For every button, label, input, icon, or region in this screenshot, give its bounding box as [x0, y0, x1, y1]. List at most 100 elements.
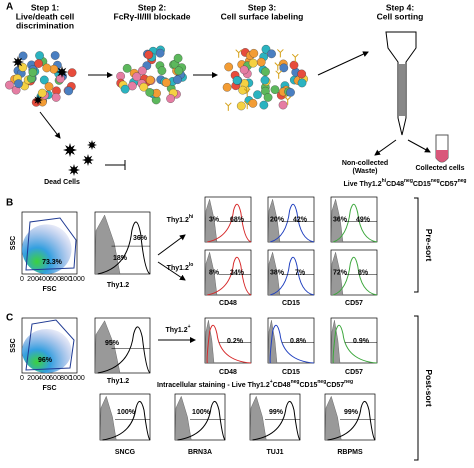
label: 99% — [344, 409, 359, 416]
label: Step 1: — [31, 2, 60, 12]
isotype-histogram — [330, 251, 344, 296]
label: FSC — [43, 385, 57, 392]
label: 400 — [38, 375, 50, 382]
text-part: neg — [458, 178, 467, 184]
cell — [289, 60, 299, 70]
label: 68% — [230, 216, 245, 223]
scatter-cloud — [22, 329, 72, 373]
label: C — [6, 313, 13, 324]
cell — [35, 51, 44, 60]
cell — [261, 67, 270, 77]
cell — [224, 62, 234, 72]
text-part: hi — [189, 214, 194, 220]
plot-frame — [99, 393, 151, 441]
branch-label: Thy1.2hi — [167, 214, 194, 224]
stained-histogram — [252, 400, 301, 441]
stained-histogram — [97, 221, 151, 275]
label: FcRγ-II/III blockade — [114, 11, 191, 21]
label: SNCG — [115, 449, 136, 456]
antibody — [291, 53, 299, 63]
bracket — [414, 197, 419, 293]
arrow — [157, 234, 186, 256]
plot-frame — [330, 196, 378, 243]
label: 400 — [38, 276, 50, 283]
label: Thy1.2 — [107, 282, 129, 289]
cell — [64, 86, 74, 96]
label: 200 — [27, 276, 39, 283]
plot-frame — [330, 249, 378, 296]
label: 49% — [356, 216, 371, 223]
label: TUJ1 — [266, 449, 283, 456]
label: 99% — [269, 409, 284, 416]
text-part: CD15 — [413, 181, 431, 188]
text-part: neg — [431, 178, 440, 184]
isotype-histogram — [94, 320, 121, 374]
arrows — [39, 51, 431, 170]
cell — [260, 75, 270, 85]
plot-frame — [267, 196, 315, 243]
label: Pre-sort — [424, 229, 434, 262]
cell — [127, 81, 137, 91]
plot-frame — [324, 393, 376, 441]
label: Post-sort — [424, 369, 434, 406]
text-part: hi — [382, 178, 387, 184]
cell — [42, 63, 52, 73]
branch-label: Thy1.2lo — [167, 262, 194, 272]
cell — [222, 82, 232, 92]
label: 18% — [113, 255, 128, 262]
label: 95% — [105, 340, 120, 347]
label: 100% — [117, 409, 136, 416]
cell — [155, 48, 165, 58]
cell — [34, 59, 43, 68]
text-part: + — [188, 324, 191, 330]
label: Step 2: — [138, 2, 167, 12]
label: CD15 — [282, 300, 300, 307]
label: Collected cells — [415, 165, 464, 172]
cell — [14, 79, 23, 89]
intracellular-title: Intracellular staining - Live Thy1.2+CD4… — [157, 379, 353, 389]
plot-frame — [174, 393, 226, 441]
label: CD48 — [219, 369, 237, 376]
cell — [279, 63, 289, 73]
label: 100% — [192, 409, 211, 416]
cell — [297, 69, 307, 79]
cell — [278, 100, 288, 110]
cell-sorter — [385, 31, 417, 136]
text-part: CD57 — [440, 181, 458, 188]
antibody — [277, 49, 284, 58]
label: 0.9% — [353, 338, 370, 345]
dead-cell — [87, 140, 97, 150]
isotype-histogram — [330, 320, 341, 364]
isotype-histogram — [267, 320, 278, 364]
plot-frame — [204, 317, 252, 364]
cell — [236, 101, 246, 111]
label: Cell surface labeling — [221, 11, 304, 21]
label: Thy1.2 — [107, 378, 129, 385]
dead-cell — [12, 56, 24, 68]
antibody — [224, 102, 232, 111]
label: 36% — [133, 235, 148, 242]
cell — [166, 94, 175, 103]
text-part: Thy1.2 — [167, 265, 189, 272]
stained-histogram — [97, 326, 151, 374]
cell — [173, 53, 183, 63]
label: 0 — [20, 375, 24, 382]
dead-cell — [63, 143, 77, 157]
isotype-histogram — [204, 251, 218, 296]
cell — [28, 67, 38, 77]
text-part: lo — [189, 262, 193, 268]
cell — [37, 88, 47, 98]
plot-frame — [94, 211, 151, 275]
cell — [18, 51, 28, 61]
plot-frame — [267, 249, 315, 296]
stained-histogram — [206, 324, 252, 364]
arrow — [157, 261, 186, 281]
cell — [145, 88, 155, 97]
stained-histogram — [269, 324, 315, 364]
plot-frame — [21, 211, 78, 275]
label: CD15 — [282, 369, 300, 376]
cell — [232, 76, 242, 85]
antibody — [275, 70, 283, 79]
stained-histogram — [270, 256, 315, 296]
cell — [173, 75, 182, 85]
